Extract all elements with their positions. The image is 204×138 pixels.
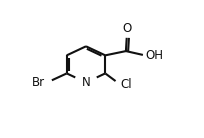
Text: N: N <box>81 76 90 89</box>
Text: OH: OH <box>144 49 162 62</box>
Text: O: O <box>122 22 131 35</box>
Text: Cl: Cl <box>120 78 131 91</box>
Text: Br: Br <box>32 76 45 89</box>
